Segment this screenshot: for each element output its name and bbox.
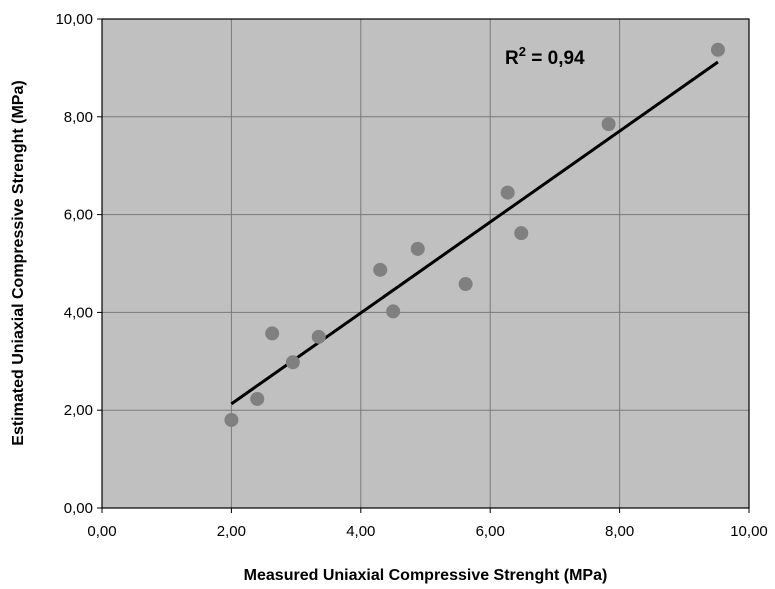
plot-border: [101, 18, 750, 509]
r-squared-value: = 0,94: [526, 48, 585, 69]
data-point: [710, 42, 725, 57]
y-tick-label: 8,00: [64, 109, 93, 126]
x-tick-label: 10,00: [730, 523, 768, 540]
data-point: [250, 391, 265, 406]
x-tick-label: 6,00: [476, 523, 505, 540]
data-point: [500, 185, 515, 200]
data-point: [386, 304, 401, 319]
x-tick-label: 4,00: [346, 523, 375, 540]
data-point: [311, 329, 326, 344]
data-point: [373, 262, 388, 277]
r-squared-base: R: [505, 48, 519, 69]
x-tick-label: 2,00: [217, 523, 246, 540]
y-axis-title: Estimated Uniaxial Compressive Strenght …: [10, 80, 27, 445]
data-point: [601, 117, 616, 132]
r-squared-annotation: R2 = 0,94: [505, 44, 585, 69]
data-point: [265, 326, 280, 341]
data-point: [458, 277, 473, 292]
y-tick-label: 4,00: [64, 304, 93, 321]
r-squared-superscript: 2: [519, 44, 526, 59]
y-tick-label: 10,00: [55, 11, 93, 28]
plot-area: [102, 19, 749, 508]
data-point: [285, 355, 300, 370]
x-tick-label: 8,00: [605, 523, 634, 540]
y-tick-label: 6,00: [64, 207, 93, 224]
data-point: [514, 226, 529, 241]
x-axis-title: Measured Uniaxial Compressive Strenght (…: [244, 567, 608, 584]
trendline: [230, 60, 719, 406]
data-point: [410, 241, 425, 256]
data-point: [224, 412, 239, 427]
x-tick-label: 0,00: [87, 523, 116, 540]
y-tick-label: 2,00: [64, 402, 93, 419]
y-tick-label: 0,00: [64, 500, 93, 517]
